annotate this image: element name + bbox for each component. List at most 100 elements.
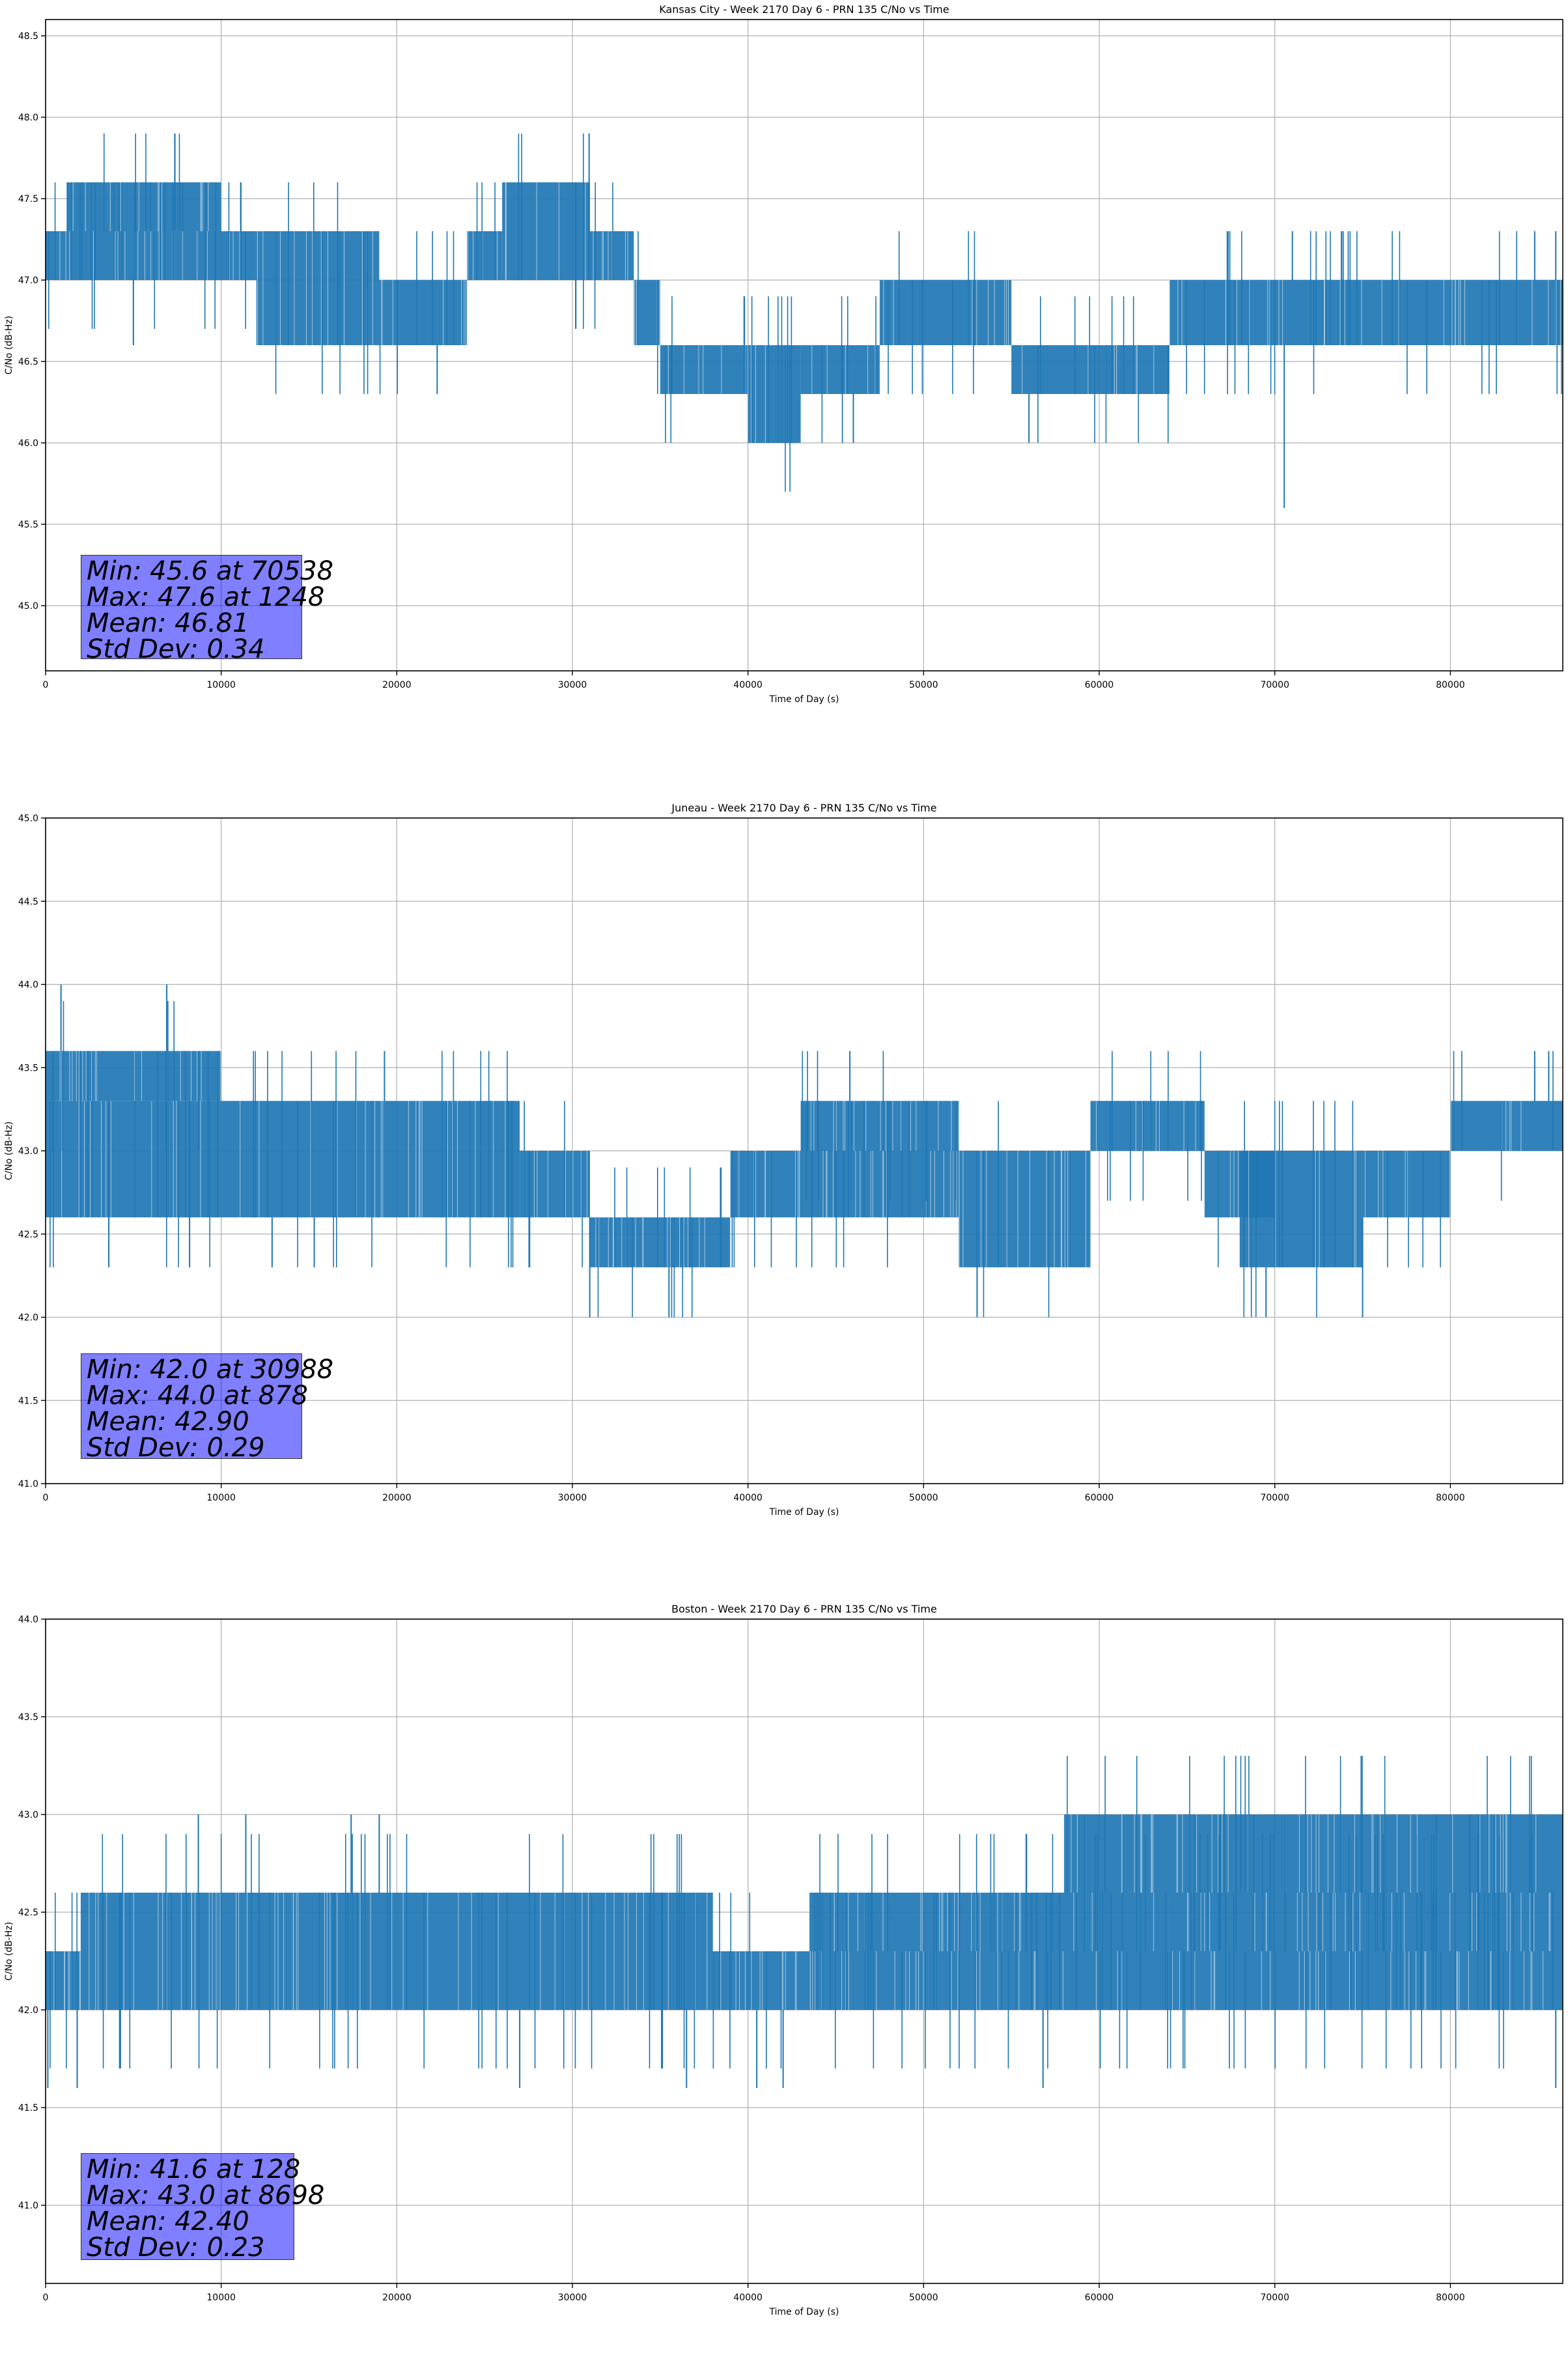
band-texture <box>467 231 498 280</box>
series <box>46 984 1563 1318</box>
x-tick-label: 60000 <box>1085 2293 1114 2303</box>
axes-frame <box>45 19 1563 671</box>
band-texture <box>593 231 628 280</box>
x-tick-label: 20000 <box>382 680 412 690</box>
x-tick-label: 0 <box>43 680 49 690</box>
band-texture <box>811 345 876 394</box>
kansas-city-panel: 0 10000 20000 30000 40000 50000 60000 70000 8000… <box>0 0 1568 770</box>
band-excursions <box>319 1834 695 2068</box>
band-texture <box>380 280 466 345</box>
x-tick-label: 30000 <box>558 680 587 690</box>
band-texture <box>61 1101 201 1218</box>
data-band <box>1169 1951 1563 2010</box>
x-tick-label: 40000 <box>733 1493 763 1503</box>
band-excursions <box>253 1051 514 1267</box>
y-tick-label: 45.0 <box>18 813 38 824</box>
x-tick-label: 80000 <box>1436 2293 1465 2303</box>
y-tick-label: 44.5 <box>18 897 38 907</box>
band-texture <box>634 280 660 345</box>
band-texture <box>59 231 94 280</box>
y-tick-label: 44.0 <box>18 1615 38 1625</box>
band-excursions <box>379 231 455 394</box>
stats-std: Std Dev: 0.23 <box>87 2233 265 2263</box>
y-tick-label: 41.0 <box>18 1479 38 1490</box>
x-tick-label: 70000 <box>1260 2293 1289 2303</box>
band-excursions <box>597 1167 722 1318</box>
y-tick-label: 41.5 <box>18 1396 38 1406</box>
x-tick-label: 0 <box>43 2293 49 2303</box>
x-tick-label: 60000 <box>1085 680 1114 690</box>
band-texture <box>1365 1151 1450 1218</box>
y-tick-label: 42.0 <box>18 2005 38 2016</box>
y-tick-label: 42.5 <box>18 1230 38 1240</box>
data-band <box>800 345 880 394</box>
band-excursions <box>821 296 876 443</box>
band-excursions <box>524 1101 583 1267</box>
band-excursions <box>976 1101 1050 1318</box>
band-excursions <box>665 296 746 443</box>
band-excursions <box>802 1051 957 1201</box>
data-band <box>1450 1101 1563 1151</box>
x-tick-label: 40000 <box>733 680 763 690</box>
y-tick-label: 43.5 <box>18 1712 38 1723</box>
x-tick-label: 50000 <box>909 680 938 690</box>
x-tick-label: 70000 <box>1260 1493 1289 1503</box>
y-tick-label: 43.0 <box>18 1810 38 1820</box>
band-excursions <box>822 1893 1168 2068</box>
band-texture <box>959 1151 1086 1267</box>
data-band <box>379 280 468 345</box>
y-tick-label: 45.5 <box>18 520 38 530</box>
y-tick-label: 44.0 <box>18 980 38 991</box>
band-excursions <box>888 231 975 394</box>
band-texture <box>810 1101 952 1151</box>
kansas-city-chart: 0 10000 20000 30000 40000 50000 60000 70000 8000… <box>4 3 1563 705</box>
x-axis-label: Time of Day (s) <box>769 694 839 705</box>
data-band <box>1090 1101 1205 1151</box>
stats-max: Max: 44.0 at 878 <box>87 1381 308 1411</box>
data-band <box>730 1151 959 1218</box>
data-band <box>959 1151 1091 1267</box>
stats-mean: Mean: 42.40 <box>87 2207 249 2237</box>
juneau-chart: 0 10000 20000 30000 40000 50000 60000 70000 8000… <box>4 802 1563 1518</box>
band-excursions <box>52 1001 199 1151</box>
figure: 0 10000 20000 30000 40000 50000 60000 70000 8000… <box>0 0 1568 2317</box>
x-tick-label: 80000 <box>1436 680 1465 690</box>
data-band <box>879 280 1012 345</box>
stats-min: Min: 42.0 at 30988 <box>87 1355 334 1385</box>
data-band <box>66 182 221 231</box>
juneau-panel: 0 10000 20000 30000 40000 50000 60000 70000 8000… <box>0 801 1568 1571</box>
band-excursions <box>594 182 613 329</box>
band-texture <box>292 1893 708 2010</box>
y-tick-label: 43.0 <box>18 1146 38 1157</box>
stats-mean: Mean: 42.90 <box>87 1407 249 1437</box>
x-axis-label: Time of Day (s) <box>769 1507 839 1518</box>
band-texture <box>72 182 209 231</box>
band-texture <box>257 231 373 345</box>
y-axis-label: C/No (dB-Hz) <box>4 1922 14 1981</box>
series <box>46 134 1563 508</box>
band-excursions <box>1169 1893 1554 2068</box>
x-tick-label: 0 <box>43 1493 49 1503</box>
x-tick-label: 10000 <box>206 680 236 690</box>
y-tick-label: 45.0 <box>18 601 38 612</box>
data-band <box>502 182 590 280</box>
chart-title: Kansas City - Week 2170 Day 6 - PRN 135 … <box>659 3 949 16</box>
data-band <box>520 1151 590 1218</box>
band-texture <box>595 1217 731 1267</box>
band-texture <box>883 280 1009 345</box>
band-texture <box>1169 280 1561 345</box>
y-tick-label: 41.0 <box>18 2201 38 2211</box>
band-excursions <box>476 182 496 280</box>
band-excursions <box>712 1893 782 2068</box>
x-tick-label: 70000 <box>1260 680 1289 690</box>
data-band <box>809 1951 1169 2010</box>
boston-chart: 0 10000 20000 30000 40000 50000 60000 70000 8000… <box>4 1603 1563 2317</box>
data-band <box>256 231 380 345</box>
data-band <box>1239 1151 1363 1267</box>
data-band <box>1011 345 1169 394</box>
band-excursions <box>1243 1101 1354 1318</box>
band-excursions <box>637 231 658 394</box>
band-excursions <box>102 1834 270 2068</box>
x-tick-label: 80000 <box>1436 1493 1465 1503</box>
x-tick-label: 10000 <box>206 2293 236 2303</box>
